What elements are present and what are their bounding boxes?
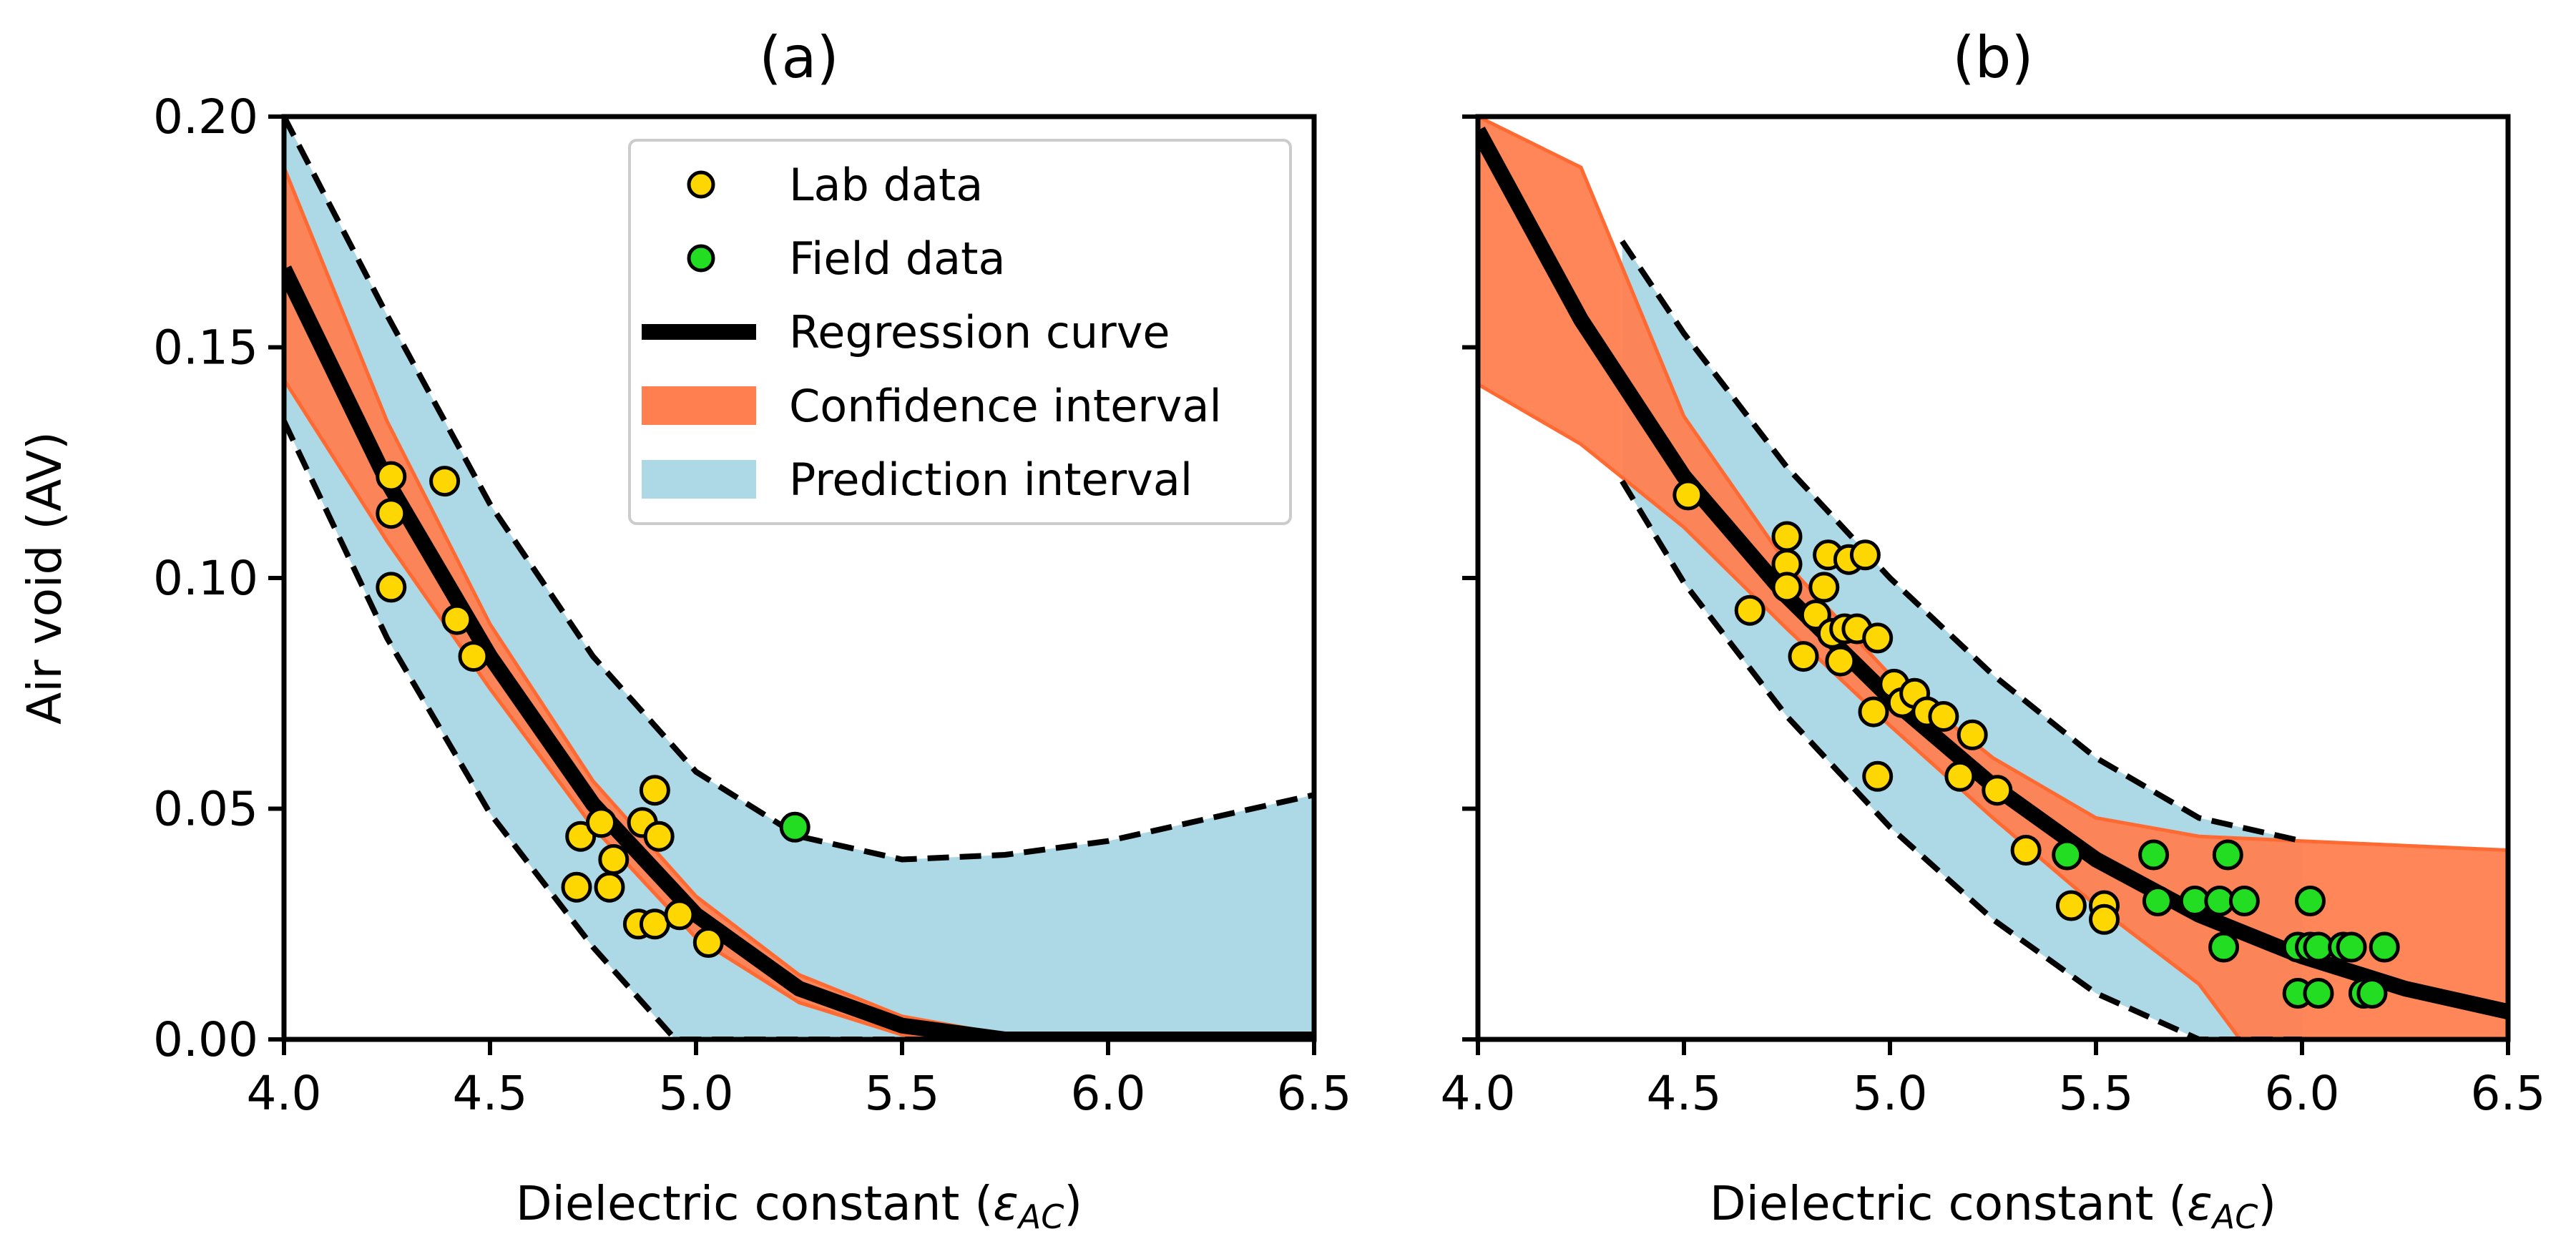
lab-data-point	[429, 466, 461, 497]
regression-curve	[284, 265, 1314, 1039]
lab-data-point	[1771, 572, 1803, 603]
legend-box	[628, 139, 1292, 525]
legend-field-label: Field data	[789, 232, 1005, 285]
panel-a: (a) 4.0 4.5 5.0 5.5 6.0 6.5 0.00 0.05 0.10 0.15 0…	[17, 24, 1351, 1236]
lab-data-point	[1928, 701, 1959, 732]
lab-data-point	[639, 775, 670, 806]
lab-data-point	[598, 844, 630, 875]
prediction-band	[284, 117, 1314, 1039]
legend-prediction-label: Prediction interval	[789, 454, 1192, 506]
panel-b-xlabel: Dielectric constant (εAC)	[1710, 1176, 2276, 1236]
panel-a-xlabel-symbol: ε	[993, 1176, 1019, 1231]
y-tick-label: 0.05	[153, 782, 258, 837]
lab-data-point	[2055, 890, 2087, 921]
panel-a-title: (a)	[759, 24, 838, 91]
lab-data-point	[1849, 539, 1881, 571]
lab-data-point	[2089, 903, 2120, 935]
panel-a-ylabel: Air void (AV)	[17, 431, 72, 725]
lab-data-point	[1982, 775, 2013, 806]
lab-data-point	[565, 821, 597, 852]
x-tick-label: 6.0	[1071, 1066, 1146, 1121]
x-tick-label: 6.5	[2471, 1066, 2546, 1121]
lab-data-point	[1673, 479, 1704, 511]
legend-regression-label: Regression curve	[789, 306, 1170, 358]
y-tick-label: 0.10	[153, 551, 258, 606]
field-data-point	[779, 811, 810, 843]
lab-data-point	[1957, 719, 1988, 750]
field-data-point	[2208, 931, 2240, 963]
field-data-point	[2356, 978, 2388, 1009]
panel-a-xlabel-close: )	[1064, 1176, 1082, 1231]
field-data-point	[2369, 931, 2400, 963]
panel-b: (b) 4.0 4.5 5.0 5.5 6.0 6.5 Dielectric consta…	[1441, 24, 2546, 1236]
lab-data-point	[376, 461, 407, 492]
x-tick-label: 5.0	[1853, 1066, 1928, 1121]
lab-data-point	[376, 572, 407, 603]
panel-a-xlabel: Dielectric constant (εAC)	[516, 1176, 1082, 1236]
prediction-upper-line	[284, 117, 1314, 863]
lab-data-point	[1858, 696, 1889, 728]
field-data-point	[2336, 931, 2367, 963]
x-tick-label: 5.5	[2059, 1066, 2134, 1121]
lab-data-point	[458, 641, 489, 672]
prediction-lower-line	[1620, 479, 2302, 1039]
legend-prediction-swatch	[642, 460, 756, 499]
y-tick-label: 0.15	[153, 320, 258, 376]
lab-data-point	[1862, 760, 1894, 792]
panel-b-xlabel-sub: AC	[2210, 1197, 2258, 1236]
field-data-point	[2303, 978, 2334, 1009]
field-data-point	[2228, 886, 2260, 916]
lab-data-point	[1808, 572, 1840, 603]
lab-data-point	[586, 807, 617, 838]
field-data-point	[2212, 839, 2243, 871]
field-data-point	[2052, 839, 2083, 871]
panel-b-frame	[1475, 114, 2511, 1042]
legend-confidence-label: Confidence interval	[789, 380, 1222, 432]
lab-data-point	[2010, 835, 2042, 866]
x-tick-label: 4.0	[1441, 1066, 1516, 1121]
legend-lab-label: Lab data	[789, 159, 983, 211]
legend-lab-marker	[687, 170, 715, 199]
legend: Lab data Field data Regression curve Con…	[628, 139, 1292, 525]
lab-data-point	[643, 821, 675, 852]
lab-data-point	[1825, 645, 1856, 677]
y-tick-label: 0.00	[153, 1012, 258, 1067]
x-tick-label: 4.0	[247, 1066, 322, 1121]
field-data-point	[2142, 886, 2173, 916]
panel-b-xlabel-text: Dielectric constant (	[1710, 1176, 2187, 1231]
lab-data-point	[441, 604, 473, 635]
x-tick-label: 6.0	[2265, 1066, 2340, 1121]
lab-data-point	[594, 871, 625, 903]
lab-data-point	[376, 498, 407, 529]
lab-data-point	[1788, 641, 1819, 672]
lab-data-point	[1771, 521, 1803, 552]
x-tick-label: 4.5	[1647, 1066, 1722, 1121]
panel-a-frame	[281, 114, 1317, 1042]
panel-a-xlabel-text: Dielectric constant (	[516, 1176, 993, 1231]
lab-data-point	[561, 871, 592, 903]
y-tick-label: 0.20	[153, 89, 258, 145]
legend-field-marker	[687, 244, 715, 273]
panel-a-xlabel-sub: AC	[1017, 1197, 1064, 1236]
field-data-point	[2138, 839, 2170, 871]
panel-b-xlabel-close: )	[2258, 1176, 2276, 1231]
lab-data-point	[664, 899, 695, 931]
x-tick-label: 5.5	[865, 1066, 940, 1121]
field-data-point	[2295, 886, 2326, 916]
lab-data-point	[1734, 594, 1766, 626]
lab-data-point	[1862, 622, 1894, 654]
panel-b-title: (b)	[1952, 24, 2033, 91]
lab-data-point	[1944, 760, 1976, 792]
lab-data-point	[692, 927, 724, 958]
x-tick-label: 5.0	[659, 1066, 734, 1121]
panel-b-xlabel-symbol: ε	[2187, 1176, 2213, 1231]
x-tick-label: 4.5	[453, 1066, 528, 1121]
x-tick-label: 6.5	[1277, 1066, 1352, 1121]
legend-confidence-swatch	[642, 386, 756, 425]
prediction-upper-line	[1620, 239, 2303, 844]
